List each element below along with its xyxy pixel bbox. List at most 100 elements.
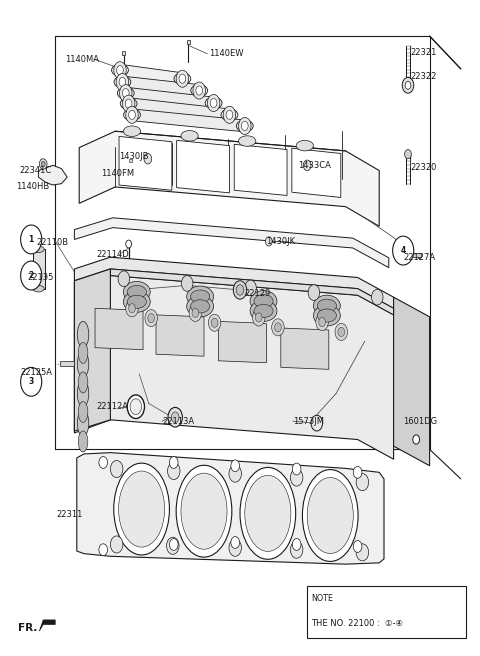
Text: 1430JB: 1430JB [119,152,148,161]
Polygon shape [122,76,199,96]
Ellipse shape [191,300,210,313]
Circle shape [231,537,240,548]
Bar [187,40,190,44]
Polygon shape [218,321,266,363]
Circle shape [239,117,251,134]
Polygon shape [74,257,394,308]
Text: 4: 4 [401,246,406,255]
Ellipse shape [245,476,291,552]
Circle shape [120,85,132,102]
Circle shape [356,474,369,491]
Ellipse shape [307,478,353,554]
Text: 22113A: 22113A [162,417,194,426]
Circle shape [122,89,129,98]
Polygon shape [120,64,182,85]
Circle shape [171,412,179,422]
Ellipse shape [254,304,273,318]
Polygon shape [79,131,379,226]
Bar [33,249,45,289]
Polygon shape [292,148,341,197]
Circle shape [311,415,323,431]
Ellipse shape [174,73,191,85]
Circle shape [233,281,247,299]
Circle shape [122,95,135,112]
Circle shape [196,86,203,95]
Circle shape [207,94,220,112]
Ellipse shape [239,136,256,146]
Circle shape [99,544,108,556]
Circle shape [275,323,281,332]
Circle shape [405,81,411,89]
Circle shape [356,544,369,561]
Circle shape [292,539,301,550]
Text: 22125A: 22125A [20,368,52,377]
Polygon shape [132,109,245,132]
Circle shape [290,469,303,486]
Text: 3: 3 [29,377,34,386]
Ellipse shape [313,295,340,316]
Text: 22129: 22129 [245,289,271,298]
Bar [307,586,466,638]
Circle shape [126,240,132,248]
Bar [122,51,125,55]
Circle shape [144,154,152,164]
Circle shape [226,110,233,119]
Text: 1140MA: 1140MA [65,54,99,64]
Circle shape [21,367,42,396]
Circle shape [169,457,178,468]
Circle shape [265,237,272,246]
Polygon shape [281,328,329,369]
Circle shape [148,314,155,323]
Circle shape [210,98,217,108]
Circle shape [169,539,178,550]
Text: 22320: 22320 [410,163,437,172]
Ellipse shape [123,281,150,302]
Circle shape [316,314,328,331]
Circle shape [41,161,45,167]
Circle shape [114,62,126,79]
Ellipse shape [176,465,232,557]
Ellipse shape [187,286,214,307]
Polygon shape [74,276,394,459]
Ellipse shape [77,380,89,407]
Circle shape [338,327,345,337]
Circle shape [99,457,108,468]
Polygon shape [77,453,384,564]
Bar [129,159,132,162]
Circle shape [116,73,129,91]
Circle shape [145,310,157,327]
Ellipse shape [302,470,358,562]
Circle shape [255,313,262,322]
Ellipse shape [181,473,227,549]
Polygon shape [156,315,204,356]
Polygon shape [74,218,389,268]
Circle shape [211,318,218,327]
Ellipse shape [236,120,253,132]
Ellipse shape [114,76,131,88]
Circle shape [335,323,348,340]
Text: 22322: 22322 [410,72,437,81]
Polygon shape [119,136,172,190]
Circle shape [303,160,311,171]
Ellipse shape [127,285,146,298]
Ellipse shape [205,97,222,109]
Polygon shape [394,297,430,466]
Circle shape [129,110,135,119]
Ellipse shape [33,246,44,253]
Circle shape [245,280,256,296]
Ellipse shape [120,98,137,110]
Ellipse shape [33,285,44,292]
Circle shape [402,77,414,93]
Ellipse shape [77,321,89,348]
Circle shape [208,314,221,331]
Ellipse shape [78,401,88,422]
Text: 22135: 22135 [28,273,54,282]
Circle shape [168,407,182,427]
Circle shape [272,319,284,336]
Text: NOTE: NOTE [311,594,333,604]
Circle shape [353,466,362,478]
Ellipse shape [317,309,336,322]
Ellipse shape [111,64,129,76]
Text: 1140EW: 1140EW [209,49,243,58]
Ellipse shape [181,131,198,141]
